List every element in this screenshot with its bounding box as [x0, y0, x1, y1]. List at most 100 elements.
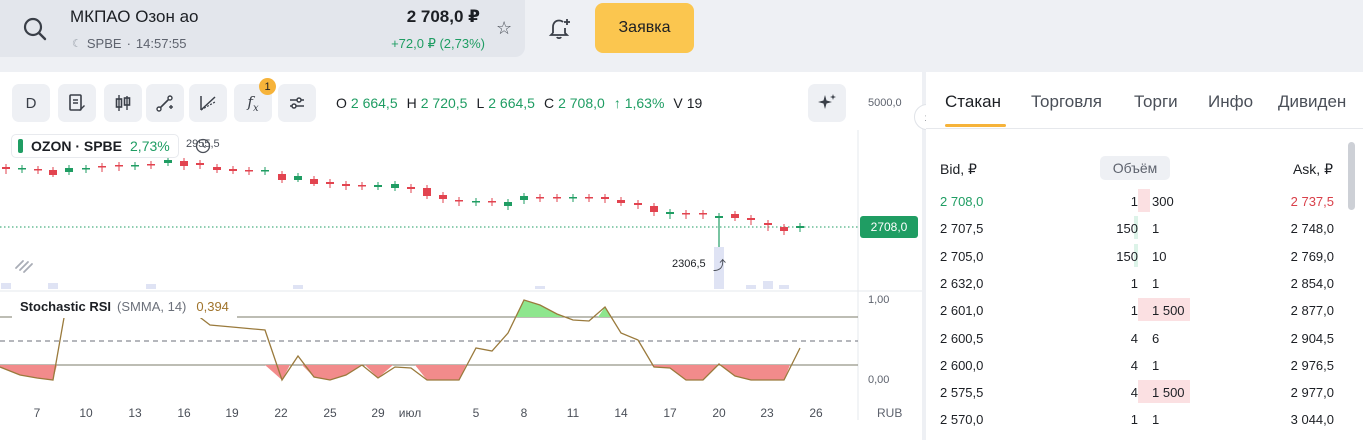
- candle-body: [617, 200, 625, 203]
- volume-bar: [746, 285, 756, 289]
- volume-value: 19: [686, 95, 703, 111]
- document-edit-icon: [69, 94, 85, 111]
- orderbook-row[interactable]: 2 575,5 4 1 500 2 977,0: [926, 378, 1346, 405]
- tab-orderbook[interactable]: Стакан: [945, 92, 1001, 111]
- date-tick-label: 20: [712, 406, 726, 420]
- bid-price: 2 707,5: [940, 221, 984, 237]
- chart-type-button[interactable]: [104, 84, 142, 122]
- currency-label: RUB: [877, 406, 903, 420]
- ticker-subline: ☾ SPBE · 14:57:55: [72, 36, 187, 51]
- tab-dividends[interactable]: Дивиден: [1278, 92, 1347, 111]
- candle-body: [82, 168, 90, 170]
- date-tick-label: 17: [663, 406, 677, 420]
- ticker-name: МКПАО Озон ао: [70, 7, 199, 26]
- fan-tool-icon: [200, 96, 216, 111]
- candle-body: [131, 165, 139, 167]
- ask-price: 2 748,0: [1290, 221, 1334, 237]
- volume-bar: [1, 283, 11, 289]
- search-icon[interactable]: [20, 14, 50, 44]
- orderbook-row[interactable]: 2 705,0 150 10 2 769,0: [926, 242, 1346, 269]
- stoch-name: Stochastic RSI: [20, 298, 112, 314]
- volume-header[interactable]: Объём: [1100, 156, 1170, 180]
- low-arrow-icon: ⤴: [713, 258, 727, 273]
- candle-body: [423, 188, 431, 196]
- candle-body: [196, 163, 204, 165]
- ask-quantity: 300: [1152, 194, 1174, 209]
- candle-body: [553, 197, 561, 199]
- order-button[interactable]: Заявка: [595, 3, 694, 53]
- orderbook-row[interactable]: 2 708,0 1 300 2 737,5: [926, 187, 1346, 214]
- bid-price: 2 600,5: [940, 330, 984, 346]
- chart-settings-button[interactable]: [58, 84, 96, 122]
- candle-body: [747, 218, 755, 220]
- close-value: 2 708,0: [558, 95, 605, 111]
- candle-body: [585, 197, 593, 199]
- orderbook-row[interactable]: 2 601,0 1 1 500 2 877,0: [926, 296, 1346, 323]
- date-tick-label: 23: [760, 406, 774, 420]
- candle-body: [213, 167, 221, 170]
- price-chart[interactable]: [0, 130, 922, 420]
- bid-header: Bid, ₽: [940, 161, 977, 177]
- alarm-clock-icon[interactable]: [195, 138, 211, 154]
- volume-bar: [146, 284, 156, 289]
- ask-quantity: 6: [1152, 330, 1160, 346]
- ask-header: Ask, ₽: [1292, 161, 1333, 177]
- ticker-card[interactable]: МКПАО Озон ао ☾ SPBE · 14:57:55 2 708,0 …: [0, 0, 525, 57]
- orderbook-row[interactable]: 2 570,0 1 1 3 044,0: [926, 405, 1346, 432]
- draw-fib-button[interactable]: [189, 84, 227, 122]
- ask-quantity: 1 500: [1152, 385, 1185, 401]
- ask-depth-bar: [1138, 298, 1190, 322]
- orderbook-panel: Стакан Торговля Торги Инфо Дивиден Bid, …: [926, 72, 1363, 440]
- tab-trades[interactable]: Торги: [1134, 92, 1178, 111]
- interval-button[interactable]: D: [12, 84, 50, 122]
- function-icon: fx: [247, 92, 259, 114]
- tab-info[interactable]: Инфо: [1208, 92, 1254, 111]
- orderbook-row[interactable]: 2 632,0 1 1 2 854,0: [926, 269, 1346, 296]
- active-tab-indicator: [945, 124, 1006, 127]
- orderbook-row[interactable]: 2 707,5 150 1 2 748,0: [926, 214, 1346, 241]
- candle-body: [180, 161, 188, 166]
- orderbook-row[interactable]: 2 600,0 4 1 2 976,5: [926, 351, 1346, 378]
- candle-body: [229, 169, 237, 171]
- date-tick-label: 7: [33, 406, 41, 420]
- bid-quantity: 1: [1130, 303, 1138, 319]
- ask-price: 2 977,0: [1290, 385, 1334, 401]
- bid-quantity: 1: [1130, 194, 1138, 209]
- orderbook-row[interactable]: 2 600,5 4 6 2 904,5: [926, 324, 1346, 351]
- chart-filters-button[interactable]: [278, 84, 316, 122]
- layers-icon[interactable]: [14, 256, 36, 274]
- date-tick-label: 19: [225, 406, 239, 420]
- dot-separator: ·: [126, 36, 131, 51]
- instrument-legend[interactable]: OZON · SPBE 2,73%: [11, 134, 179, 158]
- candle-body: [164, 160, 172, 163]
- candle-body: [731, 214, 739, 218]
- bid-quantity: 150: [1116, 248, 1138, 264]
- candle-body: [634, 203, 642, 205]
- ai-assistant-button[interactable]: [808, 84, 846, 122]
- exchange-label: SPBE: [86, 36, 122, 51]
- bid-price: 2 600,0: [940, 357, 984, 373]
- date-tick-label: 29: [371, 406, 385, 420]
- stochastic-legend[interactable]: Stochastic RSI (SMMA, 14) 0,394: [12, 294, 237, 318]
- high-value: 2 720,5: [420, 95, 468, 111]
- star-icon[interactable]: ☆: [496, 18, 513, 38]
- sparkle-icon: [818, 94, 836, 109]
- candle-body: [715, 216, 723, 218]
- indicator-count-badge: 1: [259, 78, 276, 95]
- candle-body: [49, 170, 57, 175]
- panel-tabs: Стакан Торговля Торги Инфо Дивиден: [926, 72, 1363, 129]
- candle-body: [666, 212, 674, 214]
- volume-bar: [763, 281, 773, 289]
- bid-depth-bar: [1134, 243, 1138, 267]
- volume-label: V: [673, 95, 683, 111]
- stoch-oversold-fill: [651, 364, 790, 380]
- draw-line-button[interactable]: [146, 84, 184, 122]
- bell-plus-icon[interactable]: [547, 15, 573, 41]
- bid-price: 2 708,0: [940, 194, 984, 209]
- orderbook-scrollbar[interactable]: [1348, 142, 1355, 210]
- tab-trading[interactable]: Торговля: [1031, 92, 1103, 111]
- candle-body: [147, 164, 155, 166]
- top-bar: МКПАО Озон ао ☾ SPBE · 14:57:55 2 708,0 …: [0, 0, 1363, 64]
